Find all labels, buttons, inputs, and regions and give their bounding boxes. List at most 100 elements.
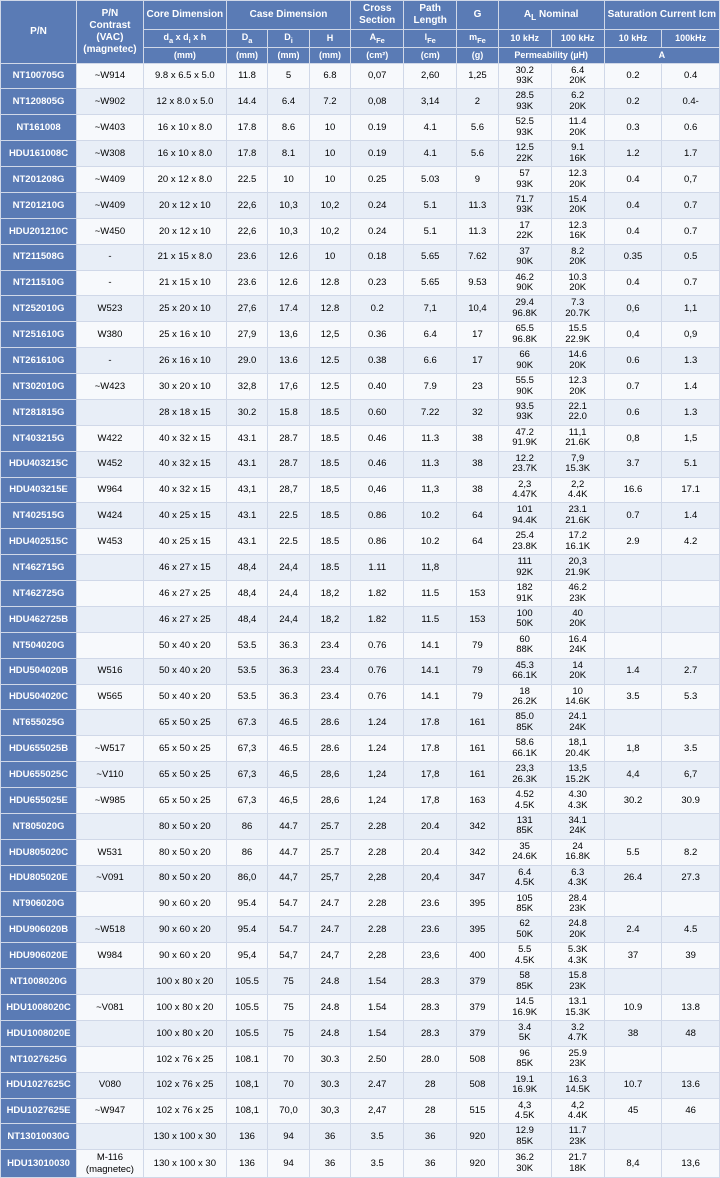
cell-g: 9.53 (457, 270, 498, 296)
cell-h: 18.5 (309, 399, 350, 425)
cell-al100: 11.420K (551, 115, 604, 141)
cell-s100 (662, 606, 720, 632)
cell-al100: 7.320.7K (551, 296, 604, 322)
cell-di: 13,6 (268, 322, 309, 348)
cell-core: 46 x 27 x 25 (143, 606, 226, 632)
cell-s10: 3.5 (604, 684, 662, 710)
table-row: NT1008020G100 x 80 x 20105.57524.81.5428… (1, 969, 720, 995)
cell-core: 21 x 15 x 10 (143, 270, 226, 296)
cell-vac: W516 (77, 658, 144, 684)
cell-core: 16 x 10 x 8.0 (143, 115, 226, 141)
cell-afe: 0.19 (351, 115, 404, 141)
cell-vac: ~W308 (77, 141, 144, 167)
cell-lfe: 10.2 (404, 529, 457, 555)
cell-g: 153 (457, 606, 498, 632)
cell-s10 (604, 710, 662, 736)
cell-core: 130 x 100 x 30 (143, 1150, 226, 1178)
cell-s10 (604, 1046, 662, 1072)
cell-pn: HDU1027625E (1, 1098, 77, 1124)
cell-vac: ~W947 (77, 1098, 144, 1124)
cell-pn: NT906020G (1, 891, 77, 917)
cell-afe: 0.24 (351, 192, 404, 218)
cell-g: 5.6 (457, 141, 498, 167)
cell-s10: 8,4 (604, 1150, 662, 1178)
cell-core: 20 x 12 x 10 (143, 192, 226, 218)
cell-afe: 2,28 (351, 865, 404, 891)
cell-di: 46.5 (268, 736, 309, 762)
cell-vac: ~W902 (77, 89, 144, 115)
cell-al100: 34.124K (551, 813, 604, 839)
cell-pn: HDU504020B (1, 658, 77, 684)
cell-afe: 0,08 (351, 89, 404, 115)
cell-al10: 10585K (498, 891, 551, 917)
cell-pn: HDU201210C (1, 218, 77, 244)
cell-s100: 4.2 (662, 529, 720, 555)
cell-h: 18.5 (309, 529, 350, 555)
cell-afe: 2,28 (351, 943, 404, 969)
cell-di: 94 (268, 1124, 309, 1150)
cell-s100: 3.5 (662, 736, 720, 762)
cell-di: 44,7 (268, 865, 309, 891)
cell-vac: ~W423 (77, 374, 144, 400)
cell-afe: 2.28 (351, 813, 404, 839)
cell-di: 24,4 (268, 555, 309, 581)
cell-al10: 36.230K (498, 1150, 551, 1178)
cell-s10: 2.9 (604, 529, 662, 555)
cell-pn: NT211510G (1, 270, 77, 296)
cell-core: 9.8 x 6.5 x 5.0 (143, 63, 226, 89)
cell-s100 (662, 581, 720, 607)
cell-s100: 5.1 (662, 451, 720, 477)
cell-core: 20 x 12 x 8.0 (143, 167, 226, 193)
cell-h: 28,6 (309, 762, 350, 788)
table-row: HDU161008C~W30816 x 10 x 8.017.88.1100.1… (1, 141, 720, 167)
cell-lfe: 11.3 (404, 425, 457, 451)
cell-afe: 1,24 (351, 788, 404, 814)
table-row: HDU462725B46 x 27 x 2548,424,418,21.8211… (1, 606, 720, 632)
cell-al100: 28.423K (551, 891, 604, 917)
table-row: NT161008~W40316 x 10 x 8.017.88.6100.194… (1, 115, 720, 141)
cell-h: 18,2 (309, 606, 350, 632)
cell-s100: 5.3 (662, 684, 720, 710)
cell-al10: 6088K (498, 632, 551, 658)
cell-afe: 1.82 (351, 606, 404, 632)
cell-s100 (662, 813, 720, 839)
cell-da: 32,8 (226, 374, 267, 400)
cell-afe: 1,24 (351, 762, 404, 788)
cell-h: 10 (309, 244, 350, 270)
cell-al10: 10194.4K (498, 503, 551, 529)
cell-al100: 15.522.9K (551, 322, 604, 348)
table-row: NT201208G~W40920 x 12 x 8.022.510100.255… (1, 167, 720, 193)
cell-g: 64 (457, 529, 498, 555)
cell-vac: - (77, 244, 144, 270)
cell-s100 (662, 1124, 720, 1150)
cell-h: 18,2 (309, 581, 350, 607)
cell-al100: 24.820K (551, 917, 604, 943)
cell-al100: 10.320K (551, 270, 604, 296)
cell-h: 24.8 (309, 1020, 350, 1046)
cell-s100: 27.3 (662, 865, 720, 891)
cell-lfe: 7.22 (404, 399, 457, 425)
cell-al100: 18,120.4K (551, 736, 604, 762)
cell-da: 95.4 (226, 917, 267, 943)
cell-vac: - (77, 348, 144, 374)
cell-vac (77, 891, 144, 917)
cell-al100: 11,121.6K (551, 425, 604, 451)
cell-al100: 12.320K (551, 167, 604, 193)
cell-core: 40 x 32 x 15 (143, 477, 226, 503)
cell-g: 38 (457, 425, 498, 451)
cell-lfe: 23.6 (404, 891, 457, 917)
cell-core: 90 x 60 x 20 (143, 917, 226, 943)
cell-s10: 30.2 (604, 788, 662, 814)
cell-da: 67,3 (226, 736, 267, 762)
unit-perm: Permeability (µH) (498, 47, 604, 63)
cell-di: 75 (268, 995, 309, 1021)
cell-afe: 0.86 (351, 529, 404, 555)
cell-al10: 85.085K (498, 710, 551, 736)
cell-da: 53.5 (226, 658, 267, 684)
cell-h: 25,7 (309, 865, 350, 891)
cell-pn: HDU805020C (1, 839, 77, 865)
cell-afe: 2.28 (351, 891, 404, 917)
cell-da: 67,3 (226, 788, 267, 814)
cell-al100: 16.424K (551, 632, 604, 658)
cell-h: 23.4 (309, 684, 350, 710)
